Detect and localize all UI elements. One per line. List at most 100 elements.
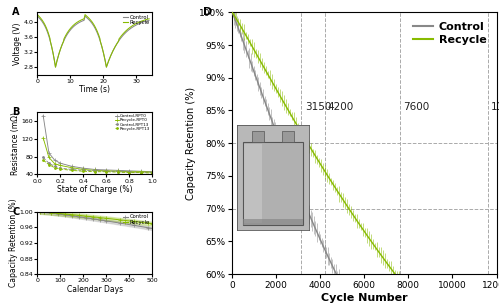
Recycle xyxy=(41,210,47,214)
Recycle-RPT13 xyxy=(46,163,52,166)
Y-axis label: Voltage (V): Voltage (V) xyxy=(13,22,22,65)
Text: C: C xyxy=(12,207,19,217)
Control-RPT0 xyxy=(57,161,63,165)
Recycle-RPT0 xyxy=(69,166,75,170)
Recycle-RPT13 xyxy=(115,170,121,174)
Control-RPT0 xyxy=(138,169,144,173)
Legend: Control, Recycle: Control, Recycle xyxy=(123,15,150,25)
Control xyxy=(145,226,151,229)
Control xyxy=(117,221,123,225)
Control xyxy=(107,55,113,59)
Control-RPT13 xyxy=(115,170,121,174)
Recycle xyxy=(76,213,82,217)
Control xyxy=(65,32,71,35)
Control-RPT13 xyxy=(126,170,132,174)
Control-RPT13 xyxy=(149,171,155,174)
Recycle-RPT13 xyxy=(52,166,58,170)
Line: Recycle: Recycle xyxy=(38,210,154,225)
Control xyxy=(52,65,58,69)
Recycle-RPT13 xyxy=(149,171,155,175)
Control-RPT13 xyxy=(69,168,75,171)
Recycle-RPT13 xyxy=(80,169,86,173)
Control-RPT0 xyxy=(92,168,98,171)
Y-axis label: Capacity Retention (%): Capacity Retention (%) xyxy=(187,87,197,200)
Control xyxy=(96,218,102,222)
Recycle xyxy=(131,220,137,223)
Line: Control: Control xyxy=(37,16,149,67)
Control-RPT0 xyxy=(103,168,109,172)
Recycle xyxy=(62,212,68,216)
Text: 3150: 3150 xyxy=(305,102,331,112)
Recycle xyxy=(96,216,102,219)
Control xyxy=(149,227,155,230)
Control xyxy=(62,213,68,217)
Recycle-RPT13 xyxy=(126,171,132,174)
Control xyxy=(90,217,96,221)
Recycle xyxy=(107,55,113,59)
Control-RPT0 xyxy=(52,158,58,162)
Recycle-RPT13 xyxy=(103,170,109,174)
Recycle-RPT0 xyxy=(57,164,63,167)
Recycle xyxy=(69,213,75,217)
Recycle xyxy=(52,65,58,69)
Control-RPT0 xyxy=(40,114,46,117)
Recycle xyxy=(90,215,96,219)
Text: A: A xyxy=(12,7,19,17)
Recycle-RPT13 xyxy=(92,170,98,174)
Control xyxy=(103,219,109,223)
Recycle-RPT0 xyxy=(80,168,86,171)
Control xyxy=(55,212,61,216)
Control-RPT0 xyxy=(126,169,132,173)
Text: 7600: 7600 xyxy=(403,102,429,112)
X-axis label: Cycle Number: Cycle Number xyxy=(321,293,408,303)
Text: 11600: 11600 xyxy=(491,102,499,112)
Recycle-RPT13 xyxy=(57,167,63,171)
Control xyxy=(41,211,47,214)
Control xyxy=(37,210,43,214)
Control-RPT13 xyxy=(92,169,98,173)
Line: Control: Control xyxy=(38,210,154,230)
Recycle-RPT0 xyxy=(52,162,58,165)
Control-RPT13 xyxy=(80,168,86,172)
Text: B: B xyxy=(12,107,19,117)
Recycle xyxy=(145,221,151,225)
Recycle-RPT0 xyxy=(40,136,46,140)
Control-RPT0 xyxy=(80,166,86,170)
Control xyxy=(71,24,77,28)
Recycle xyxy=(117,218,123,222)
Y-axis label: Resistance (mΩ): Resistance (mΩ) xyxy=(11,112,20,175)
Legend: Control, Recycle: Control, Recycle xyxy=(409,18,491,50)
Recycle xyxy=(103,217,109,220)
Recycle xyxy=(83,214,89,218)
Control xyxy=(131,224,137,227)
Control-RPT13 xyxy=(40,156,46,159)
Line: Recycle-RPT0: Recycle-RPT0 xyxy=(41,136,154,174)
Recycle-RPT13 xyxy=(69,168,75,172)
Control xyxy=(76,215,82,219)
Line: Control-RPT13: Control-RPT13 xyxy=(42,156,154,174)
Recycle-RPT13 xyxy=(138,171,144,174)
Control-RPT13 xyxy=(52,164,58,168)
Recycle-RPT0 xyxy=(149,170,155,174)
Recycle-RPT0 xyxy=(92,168,98,172)
Recycle xyxy=(45,31,51,35)
Recycle xyxy=(71,22,77,26)
Text: 4200: 4200 xyxy=(328,102,354,112)
Recycle-RPT13 xyxy=(40,158,46,162)
X-axis label: State of Charge (%): State of Charge (%) xyxy=(57,185,133,194)
Control xyxy=(34,14,40,18)
Control-RPT0 xyxy=(46,151,52,155)
Line: Control-RPT0: Control-RPT0 xyxy=(41,114,154,173)
Recycle xyxy=(146,17,152,21)
Recycle xyxy=(37,210,43,214)
Control xyxy=(146,18,152,22)
Control xyxy=(96,36,102,39)
Line: Recycle-RPT13: Recycle-RPT13 xyxy=(42,159,154,174)
Control xyxy=(69,214,75,218)
Recycle-RPT0 xyxy=(138,170,144,174)
X-axis label: Time (s): Time (s) xyxy=(79,85,110,94)
Control-RPT13 xyxy=(46,161,52,165)
Text: D: D xyxy=(203,7,212,17)
Recycle xyxy=(149,222,155,225)
Recycle-RPT0 xyxy=(126,170,132,174)
